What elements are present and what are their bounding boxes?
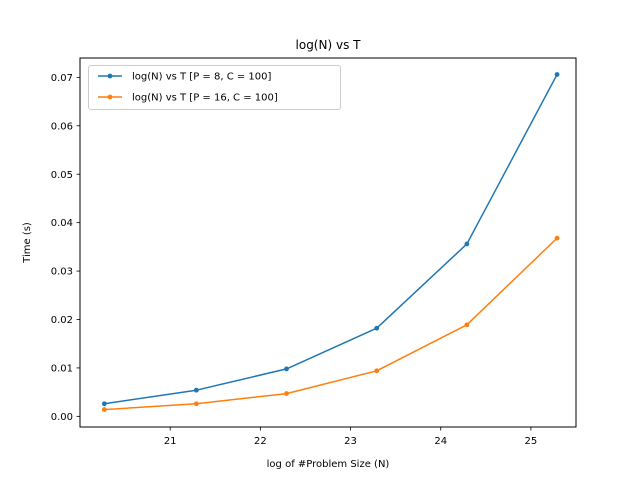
y-tick-label: 0.06 <box>51 121 73 132</box>
data-point <box>374 325 380 331</box>
y-tick-label: 0.01 <box>51 364 73 375</box>
y-tick-label: 0.04 <box>51 218 73 229</box>
x-tick-label: 21 <box>164 436 177 447</box>
data-point <box>101 407 107 412</box>
legend-label: log(N) vs T [P = 8, C = 100] <box>132 72 271 83</box>
axes-layer: 21 22 23 24 25 0.00 0.01 0.02 0.03 0.04 0.05 0.06 0.… <box>51 73 538 447</box>
y-tick-label: 0.02 <box>51 315 73 326</box>
data-point <box>284 366 289 372</box>
legend-marker <box>107 73 113 79</box>
y-tick-label: 0.05 <box>51 170 73 181</box>
data-point <box>464 322 470 328</box>
data-point <box>284 391 289 396</box>
x-tick-label: 23 <box>344 436 357 447</box>
x-tick-label: 24 <box>434 436 447 447</box>
y-tick-label: 0.07 <box>51 73 73 84</box>
data-point <box>193 401 199 407</box>
data-point <box>374 368 380 374</box>
legend: log(N) vs T [P = 8, C = 100] log(N) vs T … <box>88 65 341 110</box>
y-tick-label: 0.00 <box>51 412 73 423</box>
x-tick-label: 22 <box>254 436 267 447</box>
data-point <box>554 72 560 77</box>
legend-box <box>88 65 341 110</box>
legend-marker <box>107 94 113 100</box>
legend-label: log(N) vs T [P = 16, C = 100] <box>132 93 278 104</box>
series-line-2 <box>103 237 559 411</box>
chart-title: log(N) vs T <box>296 38 362 52</box>
plot-layer <box>101 72 560 412</box>
x-tick-label: 25 <box>525 436 538 447</box>
plot-frame <box>79 57 577 428</box>
series-line-1 <box>103 73 559 405</box>
data-point <box>101 401 107 407</box>
x-axis-label: log of #Problem Size (N) <box>267 459 390 470</box>
y-axis-label: Time (s) <box>22 222 33 264</box>
data-point <box>464 241 470 247</box>
data-point <box>554 235 560 241</box>
data-point <box>193 387 199 393</box>
y-tick-label: 0.03 <box>51 267 73 278</box>
